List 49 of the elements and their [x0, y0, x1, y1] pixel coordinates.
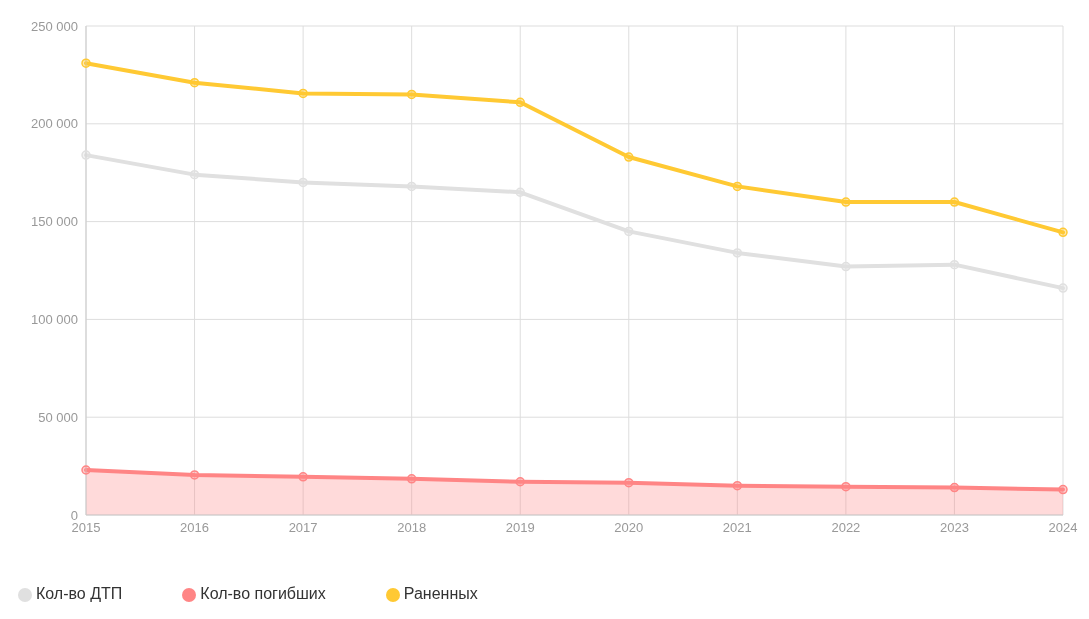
point [298, 177, 308, 188]
legend-label: Кол-во погибших [200, 585, 326, 602]
point [189, 470, 200, 480]
y-tick-label: 250 000 [31, 18, 78, 34]
point [515, 477, 525, 487]
x-tick-label: 2024 [1048, 520, 1078, 536]
x-tick-label: 2023 [939, 520, 969, 536]
point [624, 226, 634, 237]
legend-label: Раненных [403, 585, 478, 602]
point [406, 474, 417, 484]
point [298, 88, 308, 99]
point [841, 261, 851, 272]
point [624, 477, 634, 488]
point [949, 482, 960, 493]
point [1058, 283, 1068, 293]
x-tick-label: 2015 [71, 520, 101, 536]
point [189, 77, 200, 88]
point [406, 181, 417, 192]
x-tick-label: 2019 [505, 520, 535, 536]
point [1058, 484, 1068, 495]
x-tick-label: 2017 [288, 520, 318, 536]
point [515, 187, 525, 198]
legend-label: Кол-во ДТП [36, 585, 123, 602]
point [732, 480, 743, 491]
point [298, 472, 308, 482]
point [406, 89, 417, 100]
point [189, 169, 200, 180]
point [81, 465, 91, 475]
y-tick-label: 200 000 [31, 116, 78, 132]
point [515, 97, 525, 108]
point [732, 181, 743, 192]
x-tick-label: 2022 [831, 520, 861, 536]
point [81, 150, 91, 160]
point [949, 197, 960, 207]
point [841, 197, 851, 207]
y-tick-label: 150 000 [31, 214, 78, 230]
y-tick-label: 100 000 [31, 312, 78, 328]
point [1058, 227, 1068, 238]
point [841, 481, 851, 492]
x-tick-label: 2021 [722, 520, 752, 536]
point [949, 259, 960, 270]
x-tick-label: 2018 [397, 520, 427, 536]
y-tick-label: 50 000 [38, 409, 78, 425]
point [732, 248, 743, 258]
y-tick-label: 0 [70, 507, 78, 523]
x-tick-label: 2020 [614, 520, 644, 536]
point [81, 58, 91, 68]
point [624, 152, 634, 162]
x-tick-label: 2016 [180, 520, 210, 536]
